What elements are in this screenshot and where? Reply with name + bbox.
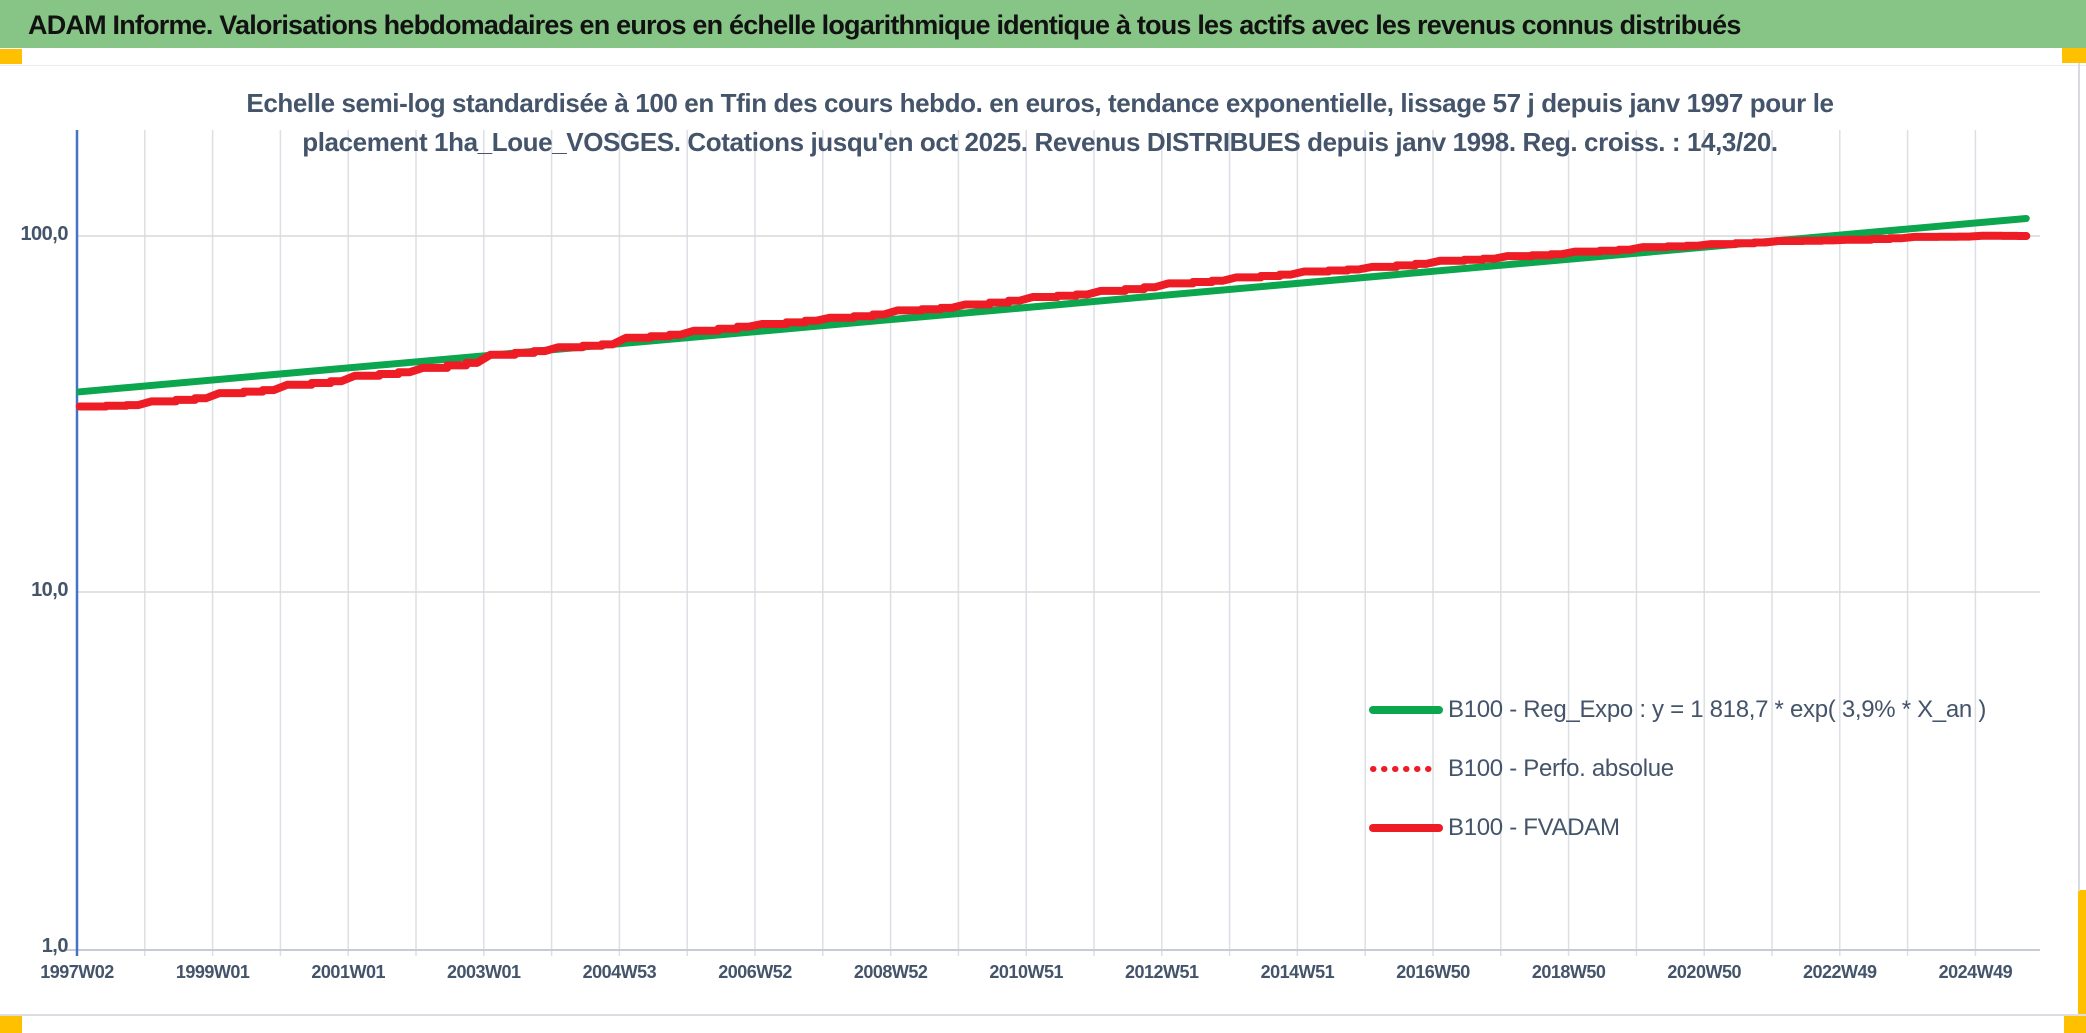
chart-title: Echelle semi-log standardisée à 100 en T… [60,84,2020,162]
header-title: ADAM Informe. Valorisations hebdomadaire… [28,10,1741,40]
x-axis-tick-label: 2020W50 [1667,962,1741,982]
y-axis-tick-label: 10,0 [31,579,68,601]
legend-item-label: B100 - Reg_Expo : y = 1 818,7 * exp( 3,9… [1448,696,1987,723]
x-axis-tick-label: 2014W51 [1260,962,1335,982]
header-bar: ADAM Informe. Valorisations hebdomadaire… [0,0,2086,48]
series-perfo-absolue [77,233,2029,409]
corner-marker-top-right [2062,48,2086,63]
legend-line-swatch [1369,824,1443,832]
header-separator-line [0,65,2086,66]
x-axis-tick-label: 2003W01 [447,962,521,982]
legend-item-label: B100 - FVADAM [1448,814,1620,841]
chart-title-line2: placement 1ha_Loue_VOSGES. Cotations jus… [302,127,1778,157]
series-fvadam [75,231,2031,411]
y-axis-tick-label: 1,0 [41,935,69,957]
vertical-gridlines [76,130,1977,956]
corner-marker-bottom-right [2064,1014,2086,1033]
x-axis-tick-label: 1999W01 [175,962,250,982]
legend-item: B100 - Perfo. absolue [1368,752,1674,786]
chart-right-border [2078,63,2080,891]
x-axis-tick-label: 2022W49 [1803,962,1877,982]
corner-marker-bottom-left [0,1016,22,1033]
legend-item: B100 - Reg_Expo : y = 1 818,7 * exp( 3,9… [1368,693,1986,727]
right-edge-yellow-strip [2078,890,2086,1016]
legend-line-swatch [1369,706,1443,714]
legend-dotted-line-swatch [1370,766,1442,772]
y-axis-tick-label: 100,0 [20,223,68,245]
corner-marker-top-left [0,49,22,64]
chart-title-line1: Echelle semi-log standardisée à 100 en T… [246,88,1834,118]
x-axis-tick-label: 2010W51 [989,962,1063,982]
x-axis-tick-label: 2016W50 [1396,962,1470,982]
x-axis-tick-label: 2006W52 [718,962,792,982]
x-axis-tick-label: 2012W51 [1125,962,1199,982]
chart-bottom-border [0,1014,2086,1016]
x-axis-tick-label: 2008W52 [853,962,928,982]
x-axis-tick-label: 2024W49 [1938,962,2013,982]
x-axis-tick-label: 1997W02 [40,962,114,982]
legend-item: B100 - FVADAM [1368,811,1620,845]
legend-item-label: B100 - Perfo. absolue [1448,755,1674,782]
x-axis-tick-label: 2018W50 [1531,962,1606,982]
x-axis-tick-label: 2001W01 [311,962,385,982]
x-axis-tick-label: 2004W53 [582,962,657,982]
horizontal-gridlines [77,235,2040,593]
